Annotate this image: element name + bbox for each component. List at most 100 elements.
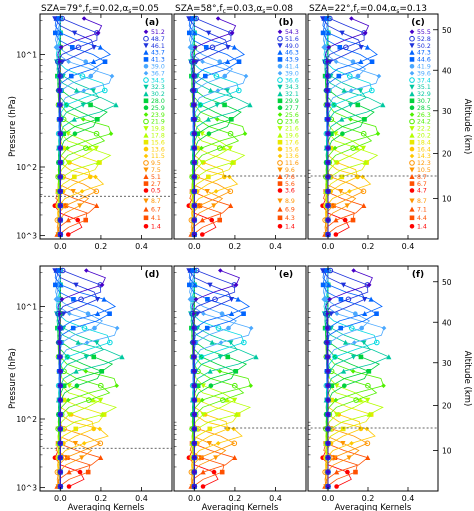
kernel-point <box>364 426 370 432</box>
kernel-line <box>325 270 373 487</box>
kernel-point <box>73 282 79 288</box>
kernel-point <box>212 296 218 303</box>
kernel-point <box>61 397 67 403</box>
kernel-point <box>235 296 241 302</box>
legend-marker <box>277 174 283 179</box>
kernel-point <box>58 232 63 237</box>
kernel-point <box>196 454 203 461</box>
legend-entry: 25.6 <box>285 112 299 119</box>
legend-entry: 8.9 <box>285 198 295 205</box>
kernel-point <box>107 311 112 316</box>
panel-label: (a) <box>145 18 159 28</box>
kernel-point <box>191 59 196 64</box>
legend-marker <box>143 64 149 69</box>
kernel-point <box>320 282 326 288</box>
kernel-point <box>369 59 375 64</box>
legend-entry: 23.9 <box>151 112 165 119</box>
legend-entry: 14.3 <box>417 153 431 160</box>
kernel-point <box>345 469 350 475</box>
legend-entry: 39.6 <box>417 70 431 77</box>
legend-entry: 41.9 <box>417 64 431 71</box>
kernel-point <box>349 16 354 21</box>
kernel-point <box>225 426 231 432</box>
x-tick-label: 0.0 <box>322 242 335 251</box>
kernel-point <box>325 484 331 489</box>
kernel-point <box>338 325 344 331</box>
kernel-point <box>325 217 331 223</box>
legend-entry: 27.7 <box>285 105 299 112</box>
kernel-point <box>94 297 101 302</box>
legend-entry: 1.4 <box>285 224 295 231</box>
kernel-point <box>93 174 98 180</box>
kernel-point <box>333 59 339 64</box>
x-tick-label: 0.4 <box>135 494 148 503</box>
legend-entry: 26.3 <box>417 112 431 119</box>
right-axis-label: Altitude (km) <box>462 99 472 155</box>
legend-marker <box>143 105 149 110</box>
kernel-point <box>353 397 359 403</box>
title-part: =0.13 <box>399 4 427 14</box>
kernel-point <box>337 45 343 50</box>
kernel-point <box>199 131 205 137</box>
kernel-point <box>71 116 77 122</box>
kernel-point <box>380 102 386 108</box>
legend-entry: 39.0 <box>285 70 299 77</box>
kernel-point <box>331 102 337 108</box>
kernel-point <box>98 382 104 389</box>
kernel-point <box>200 412 206 418</box>
legend-marker <box>409 70 415 76</box>
kernel-point <box>84 340 90 345</box>
kernel-point <box>84 268 89 273</box>
kernel-point <box>327 267 334 274</box>
kernel-point <box>192 217 197 223</box>
chart-panel-b: 0.0 0.2 0.4(b)SZA=58°,fc=0.03,αs=0.0854.35… <box>173 4 307 251</box>
kernel-point <box>66 484 72 489</box>
series-kernel-24 <box>57 16 103 237</box>
title-part: =0.03,α <box>226 4 262 14</box>
panel-label: (b) <box>279 18 294 28</box>
kernel-point <box>220 397 226 403</box>
title-sub: s <box>262 8 265 15</box>
kernel-point <box>320 30 326 36</box>
legend-marker <box>409 105 415 110</box>
panel-title: SZA=58°,fc=0.03,αs=0.08 <box>175 4 293 15</box>
kernel-point <box>366 282 372 288</box>
kernel-point <box>93 188 100 195</box>
legend-entry: 49.0 <box>285 43 299 50</box>
kernel-point <box>366 411 372 417</box>
kernel-point <box>358 426 364 432</box>
kernel-point <box>204 189 210 194</box>
kernel-point <box>334 484 339 489</box>
kernel-point <box>339 174 345 180</box>
legend-marker <box>409 188 415 193</box>
kernel-point <box>235 412 241 417</box>
legend-marker <box>143 84 149 90</box>
legend-marker <box>409 167 415 173</box>
kernel-point <box>353 469 358 475</box>
chart-panel-a: 0.0 0.2 0.4 10^3 10^2 10^1 Pressure (hPa) (a) SZ… <box>8 4 173 251</box>
kernel-point <box>325 131 331 136</box>
kernel-point <box>347 102 354 108</box>
legend-marker <box>143 43 149 49</box>
kernel-point <box>66 383 72 389</box>
legend-marker <box>143 98 149 104</box>
legend-marker <box>277 215 283 221</box>
kernel-point <box>375 131 381 136</box>
kernel-point <box>195 397 201 403</box>
plot-area <box>320 267 392 490</box>
title-sub: s <box>396 8 399 15</box>
right-axis-label: Altitude (km) <box>462 351 472 407</box>
kernel-point <box>358 59 364 64</box>
kernel-point <box>190 268 196 273</box>
kernel-point <box>209 44 216 51</box>
kernel-point <box>191 340 196 345</box>
legend-entry: 20.2 <box>417 133 431 140</box>
kernel-point <box>321 297 326 302</box>
kernel-point <box>70 325 76 331</box>
kernel-point <box>65 145 70 151</box>
legend-entry: 1.4 <box>417 224 427 231</box>
kernel-point <box>217 354 223 360</box>
kernel-point <box>368 296 374 302</box>
